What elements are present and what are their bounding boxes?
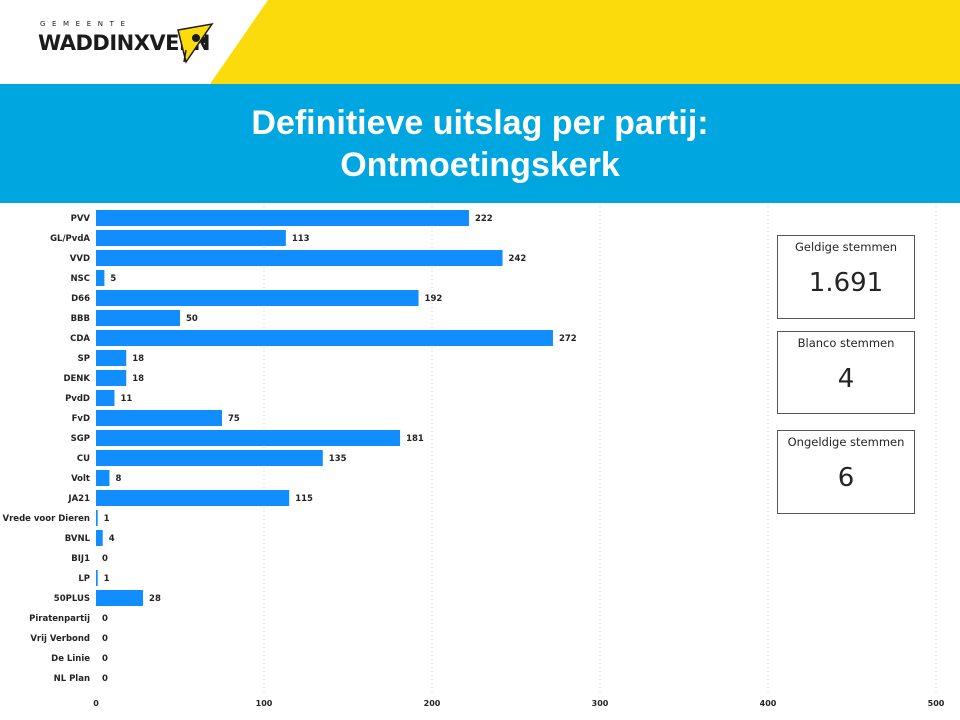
x-tick-label: 500	[928, 699, 945, 708]
bar	[96, 390, 115, 406]
yellow-band	[210, 0, 960, 84]
data-label: 242	[509, 254, 527, 264]
category-label: Vrede voor Dieren	[3, 514, 90, 524]
data-label: 8	[115, 474, 121, 484]
bar	[96, 590, 144, 606]
category-label: FvD	[72, 414, 90, 424]
bar	[96, 370, 127, 386]
category-label: CU	[77, 454, 90, 464]
data-label: 0	[102, 614, 108, 624]
invalid-votes-card: Ongeldige stemmen 6	[777, 430, 915, 514]
category-label: SP	[78, 354, 90, 364]
blank-votes-label: Blanco stemmen	[797, 336, 895, 350]
data-label: 0	[102, 654, 108, 664]
data-label: 5	[110, 274, 116, 284]
bar	[96, 210, 469, 226]
category-label: BBB	[71, 314, 90, 324]
data-label: 11	[120, 394, 132, 404]
category-label: De Linie	[51, 654, 90, 664]
data-label: 272	[559, 334, 577, 344]
data-label: 50	[186, 314, 198, 324]
valid-votes-card: Geldige stemmen 1.691	[777, 235, 915, 319]
municipality-emblem-icon	[177, 22, 214, 64]
header-bar: GEMEENTE WADDINXVEEN	[0, 0, 960, 84]
data-label: 18	[132, 354, 144, 364]
valid-votes-value: 1.691	[808, 268, 884, 298]
category-label: NL Plan	[54, 674, 90, 684]
category-label: PVV	[71, 214, 91, 224]
data-label: 192	[425, 294, 443, 304]
category-label: DENK	[63, 374, 90, 384]
data-label: 115	[295, 494, 313, 504]
category-label: D66	[71, 294, 90, 304]
blank-votes-value: 4	[837, 364, 855, 394]
bar	[96, 230, 286, 246]
category-label: BIJ1	[71, 554, 90, 564]
x-tick-label: 300	[592, 699, 609, 708]
data-label: 75	[228, 414, 240, 424]
category-label: LP	[78, 574, 90, 584]
bar	[96, 350, 127, 366]
bar	[96, 250, 503, 266]
x-tick-label: 200	[424, 699, 441, 708]
category-label: 50PLUS	[54, 594, 90, 604]
invalid-votes-value: 6	[837, 463, 855, 493]
data-label: 4	[109, 534, 115, 544]
bar	[96, 530, 103, 546]
data-label: 181	[406, 434, 424, 444]
category-label: Vrij Verbond	[30, 634, 90, 644]
bar	[96, 270, 105, 286]
data-label: 113	[292, 234, 310, 244]
data-label: 135	[329, 454, 347, 464]
bar	[96, 510, 98, 526]
category-label: SGP	[71, 434, 90, 444]
logo-subtitle: GEMEENTE	[40, 20, 132, 28]
page-title-line-2: Ontmoetingskerk	[340, 145, 620, 184]
category-label: VVD	[70, 254, 90, 264]
data-label: 222	[475, 214, 493, 224]
blank-votes-card: Blanco stemmen 4	[777, 331, 915, 414]
x-tick-label: 400	[760, 699, 777, 708]
category-label: Volt	[71, 474, 90, 484]
data-label: 18	[132, 374, 144, 384]
bar	[96, 570, 98, 586]
bar	[96, 310, 180, 326]
valid-votes-label: Geldige stemmen	[794, 240, 898, 254]
data-label: 28	[149, 594, 161, 604]
category-label: Piratenpartij	[29, 614, 90, 624]
category-label: JA21	[67, 494, 90, 504]
bar	[96, 290, 419, 306]
category-label: NSC	[71, 274, 90, 284]
invalid-votes-label: Ongeldige stemmen	[787, 435, 905, 449]
bar	[96, 430, 401, 446]
page-title-line-1: Definitieve uitslag per partij:	[251, 103, 709, 142]
category-label: PvdD	[65, 394, 90, 404]
data-label: 0	[102, 674, 108, 684]
x-tick-label: 0	[93, 699, 99, 708]
data-label: 1	[104, 574, 110, 584]
bar	[96, 330, 553, 346]
data-label: 0	[102, 634, 108, 644]
data-label: 1	[104, 514, 110, 524]
data-label: 0	[102, 554, 108, 564]
page-title-banner: Definitieve uitslag per partij: Ontmoeti…	[0, 84, 960, 203]
category-label: GL/PvdA	[50, 234, 90, 244]
bar	[96, 470, 110, 486]
bar	[96, 490, 290, 506]
bar	[96, 410, 222, 426]
x-tick-label: 100	[256, 699, 273, 708]
category-label: BVNL	[65, 534, 91, 544]
category-label: CDA	[70, 334, 90, 344]
bar	[96, 450, 323, 466]
